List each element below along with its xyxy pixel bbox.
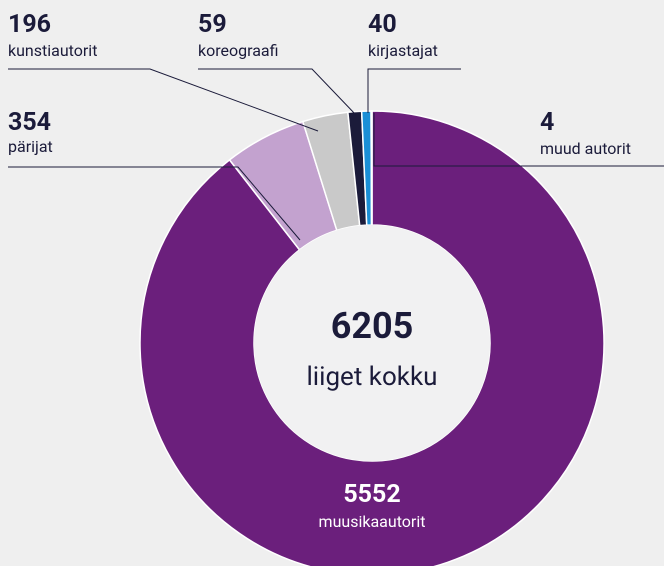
value-label: 354 [8, 108, 51, 137]
category-label: muud autorit [540, 139, 631, 158]
value-label: 40 [368, 10, 397, 39]
value-label: 59 [198, 10, 227, 39]
leader-line [198, 68, 357, 116]
leader-line [367, 68, 461, 113]
category-label: koreograafi [198, 41, 278, 60]
leader-line [8, 68, 319, 132]
donut-hole [254, 225, 490, 461]
total-value: 6205 [331, 305, 414, 347]
category-label: kirjastajat [368, 41, 438, 60]
value-label: 4 [540, 108, 554, 137]
leader-line [8, 166, 301, 241]
donut [139, 110, 605, 566]
category-label: muusikaautorit [319, 512, 426, 531]
category-label: pärijat [8, 137, 53, 156]
value-label: 196 [8, 10, 51, 39]
donut-segment [370, 110, 373, 226]
value-label: 5552 [343, 480, 400, 509]
total-label: liiget kokku [306, 362, 437, 392]
leader-line [373, 113, 664, 167]
category-label: kunstiautorit [8, 41, 97, 60]
